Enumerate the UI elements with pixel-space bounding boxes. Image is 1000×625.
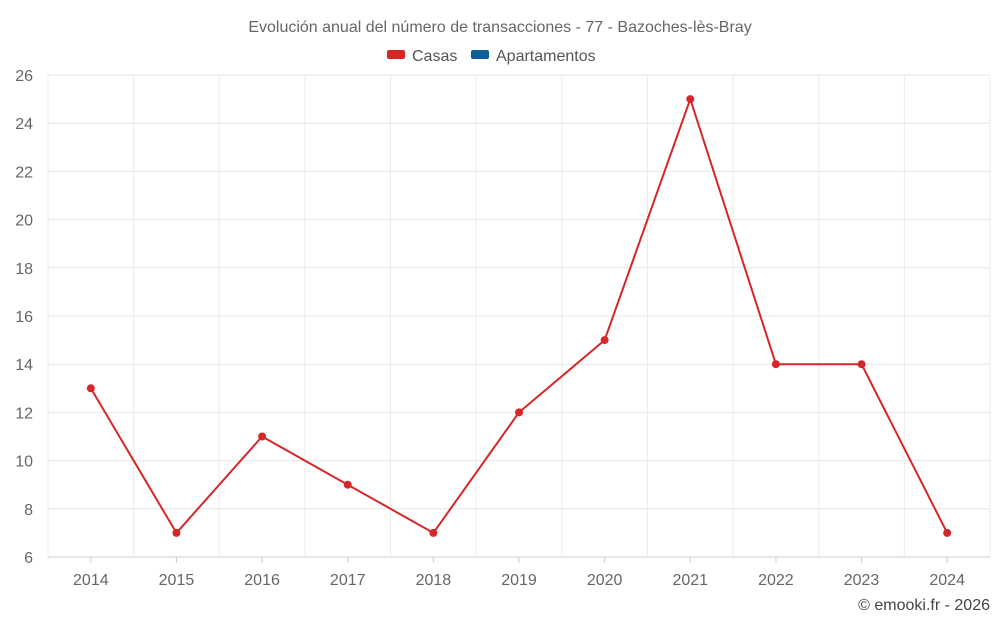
y-tick-label: 6 bbox=[24, 550, 33, 567]
y-tick-label: 16 bbox=[15, 309, 33, 326]
x-tick-label: 2022 bbox=[758, 572, 794, 589]
data-point[interactable] bbox=[943, 528, 952, 537]
credit-text: © emooki.fr - 2026 bbox=[858, 597, 990, 614]
data-point[interactable] bbox=[686, 95, 695, 104]
x-tick-label: 2023 bbox=[844, 572, 880, 589]
x-axis: 2014 2015 2016 2017 2018 2019 2020 2021 2022 2023… bbox=[48, 556, 990, 589]
y-tick-label: 24 bbox=[15, 116, 33, 133]
y-tick-label: 8 bbox=[24, 502, 33, 519]
data-point[interactable] bbox=[600, 336, 609, 345]
x-tick-label: 2019 bbox=[501, 572, 537, 589]
data-point[interactable] bbox=[515, 408, 523, 417]
series-casas bbox=[86, 95, 952, 537]
y-tick-label: 12 bbox=[15, 405, 33, 422]
grid bbox=[47, 74, 991, 558]
data-point[interactable] bbox=[771, 360, 780, 369]
data-point[interactable] bbox=[429, 528, 438, 537]
y-tick-label: 18 bbox=[15, 261, 33, 278]
y-tick-label: 22 bbox=[15, 164, 33, 181]
data-point[interactable] bbox=[258, 432, 267, 441]
x-tick-label: 2020 bbox=[587, 572, 623, 589]
chart-title: Evolución anual del número de transaccio… bbox=[248, 19, 751, 36]
legend-label-casas[interactable]: Casas bbox=[412, 48, 457, 65]
y-tick-label: 14 bbox=[15, 357, 33, 374]
x-tick-label: 2016 bbox=[244, 572, 280, 589]
legend-swatch-apartamentos[interactable] bbox=[471, 50, 489, 59]
y-tick-label: 20 bbox=[15, 213, 33, 230]
y-tick-label: 10 bbox=[15, 454, 33, 471]
x-tick-label: 2015 bbox=[159, 572, 195, 589]
x-tick-label: 2014 bbox=[73, 572, 109, 589]
x-tick-label: 2021 bbox=[672, 572, 708, 589]
data-point[interactable] bbox=[86, 384, 95, 393]
x-tick-label: 2017 bbox=[330, 572, 366, 589]
data-point[interactable] bbox=[172, 528, 181, 537]
data-point[interactable] bbox=[343, 480, 352, 489]
legend-label-apartamentos[interactable]: Apartamentos bbox=[496, 48, 596, 65]
legend: Casas Apartamentos bbox=[387, 48, 596, 65]
x-tick-label: 2018 bbox=[416, 572, 452, 589]
legend-swatch-casas[interactable] bbox=[387, 50, 405, 59]
data-point[interactable] bbox=[857, 360, 866, 369]
x-tick-label: 2024 bbox=[929, 572, 965, 589]
y-axis: 6 8 10 12 14 16 18 20 22 24 26 bbox=[15, 68, 33, 567]
y-tick-label: 26 bbox=[15, 68, 33, 85]
